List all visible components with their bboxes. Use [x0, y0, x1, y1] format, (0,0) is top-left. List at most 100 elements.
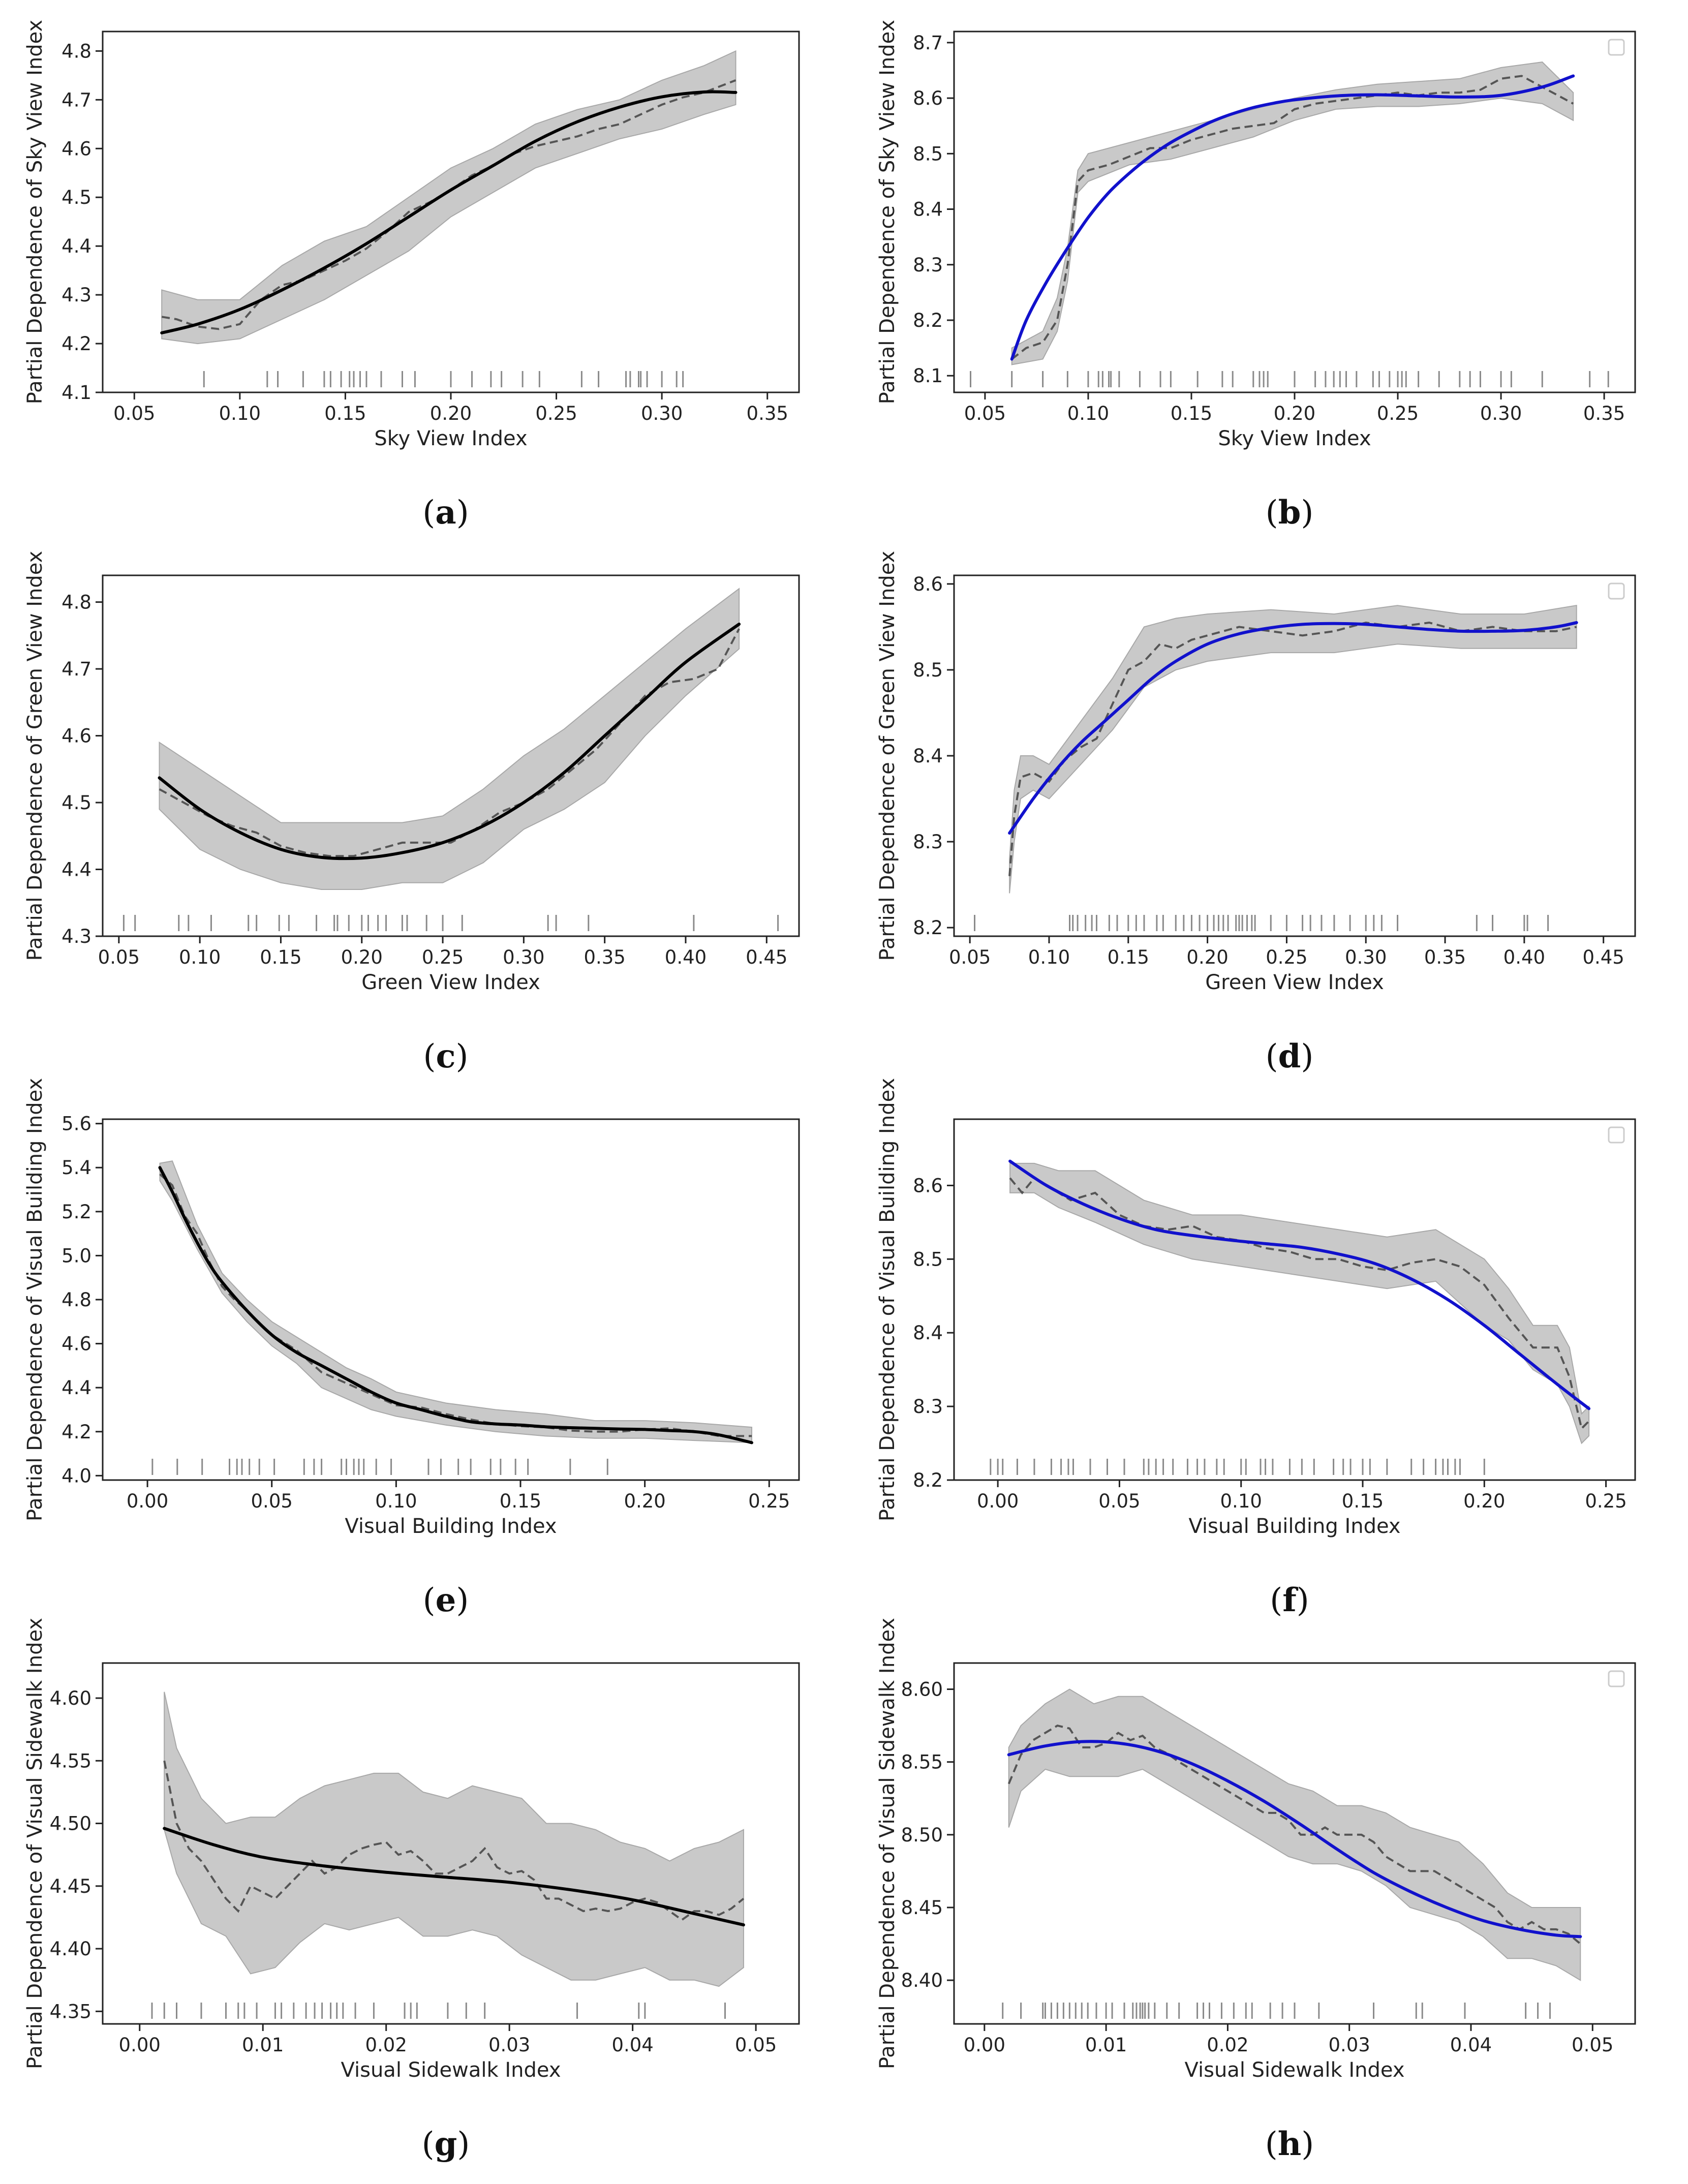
- panel-label: (c): [423, 1037, 469, 1075]
- x-tick-label: 0.10: [219, 403, 261, 424]
- x-tick-label: 0.05: [1572, 2034, 1613, 2056]
- x-tick-label: 0.30: [641, 403, 683, 424]
- chart-panel-b: 0.05 0.10 0.15 0.20 0.25 0.30 0.35 8.1 8.2 8.3 8.4…: [876, 20, 1636, 532]
- x-tick-label: 0.15: [1171, 403, 1212, 424]
- x-tick-label: 0.00: [964, 2034, 1005, 2056]
- x-tick-label: 0.00: [119, 2034, 161, 2056]
- y-tick-label: 5.4: [62, 1157, 91, 1179]
- x-tick-label: 0.05: [251, 1490, 293, 1512]
- x-tick-label: 0.05: [98, 946, 140, 968]
- x-tick-label: 0.45: [746, 946, 787, 968]
- x-axis-label: Visual Building Index: [1188, 1515, 1400, 1538]
- confidence-band: [1009, 1162, 1590, 1444]
- y-tick-label: 4.7: [62, 658, 91, 680]
- plot-area: [160, 50, 738, 345]
- fitted-trend-line: [160, 90, 738, 334]
- panel-label: (h): [1265, 2125, 1314, 2163]
- partial-dependence-line: [1007, 1724, 1581, 1945]
- chart-panel-a: 0.05 0.10 0.15 0.20 0.25 0.30 0.35 4.1 4.2 4.3 4.4…: [23, 20, 800, 532]
- x-axis-label: Visual Sidewalk Index: [341, 2058, 561, 2082]
- x-tick-label: 0.15: [1108, 946, 1149, 968]
- x-tick-label: 0.10: [179, 946, 221, 968]
- x-tick-label: 0.15: [324, 403, 366, 424]
- rug-plot: [990, 1459, 1485, 1475]
- y-tick-label: 8.45: [901, 1897, 943, 1919]
- y-tick-label: 8.3: [913, 254, 943, 276]
- y-tick-label: 4.6: [62, 725, 91, 747]
- confidence-band: [164, 1691, 744, 1987]
- axes-frame: [102, 574, 800, 937]
- partial-dependence-line: [159, 628, 740, 857]
- plot-area: [158, 588, 741, 890]
- plot-area: [158, 1160, 753, 1444]
- y-tick-label: 8.7: [913, 32, 943, 54]
- fitted-trend-line: [1007, 1740, 1582, 1939]
- x-tick-label: 0.05: [735, 2034, 777, 2056]
- y-axis-label: Partial Dependence of Visual Sidewalk In…: [876, 1618, 899, 2069]
- y-tick-label: 4.3: [62, 926, 91, 947]
- y-tick-label: 4.6: [62, 138, 91, 160]
- y-tick-label: 8.4: [913, 1322, 943, 1344]
- fitted-trend-line: [158, 623, 741, 860]
- y-tick-label: 4.2: [62, 1421, 91, 1443]
- y-tick-label: 8.40: [901, 1970, 943, 1991]
- y-axis-label: Partial Dependence of Visual Sidewalk In…: [23, 1618, 47, 2069]
- x-axis-label: Visual Building Index: [345, 1515, 557, 1538]
- y-tick-label: 4.8: [62, 592, 91, 613]
- y-tick-label: 8.2: [913, 1469, 943, 1491]
- partial-dependence-line: [1008, 621, 1577, 876]
- x-tick-label: 0.04: [1450, 2034, 1492, 2056]
- x-tick-label: 0.45: [1582, 946, 1624, 968]
- confidence-band: [1011, 61, 1574, 365]
- rug-plot: [969, 371, 1609, 387]
- x-tick-label: 0.04: [611, 2034, 653, 2056]
- x-tick-label: 0.15: [500, 1490, 541, 1512]
- x-tick-label: 0.25: [1377, 403, 1419, 424]
- x-axis-label: Green View Index: [1205, 971, 1384, 994]
- chart-panel-f: 0.00 0.05 0.10 0.15 0.20 0.25 8.2 8.3 8.4 8.5 8.6 V…: [876, 1078, 1636, 1619]
- y-tick-label: 8.4: [913, 199, 943, 221]
- x-axis-label: Sky View Index: [1218, 427, 1371, 450]
- x-tick-label: 0.20: [1463, 1490, 1505, 1512]
- y-tick-label: 4.4: [62, 859, 91, 881]
- fitted-trend-line: [158, 1166, 753, 1444]
- x-tick-label: 0.10: [375, 1490, 417, 1512]
- confidence-band: [1008, 1688, 1581, 1981]
- axes-frame: [953, 1118, 1636, 1481]
- y-tick-label: 8.55: [901, 1751, 943, 1773]
- partial-dependence-line: [1011, 75, 1574, 360]
- x-tick-label: 0.01: [1085, 2034, 1127, 2056]
- legend-box: [1608, 39, 1625, 56]
- rug-plot: [974, 915, 1549, 931]
- y-tick-label: 4.45: [50, 1875, 91, 1897]
- legend-box: [1608, 582, 1625, 600]
- panel-label: (d): [1266, 1037, 1314, 1075]
- x-tick-label: 0.20: [1274, 403, 1315, 424]
- chart-panel-d: 0.05 0.10 0.15 0.20 0.25 0.30 0.35 0.40 0.45 8.2 8…: [876, 551, 1636, 1075]
- x-tick-label: 0.10: [1067, 403, 1109, 424]
- rug-plot: [122, 915, 779, 931]
- y-tick-label: 4.40: [50, 1938, 91, 1960]
- chart-panel-e: 0.00 0.05 0.10 0.15 0.20 0.25 4.0 4.2 4.4 4.6 4.8 5…: [23, 1078, 800, 1619]
- y-tick-label: 4.35: [50, 2001, 91, 2022]
- y-tick-label: 4.2: [62, 333, 91, 355]
- y-tick-label: 4.55: [50, 1750, 91, 1772]
- x-tick-label: 0.02: [365, 2034, 407, 2056]
- x-tick-label: 0.30: [1480, 403, 1522, 424]
- confidence-band: [159, 588, 740, 890]
- partial-dependence-line: [163, 1760, 745, 1921]
- x-tick-label: 0.01: [242, 2034, 284, 2056]
- y-tick-label: 4.50: [50, 1813, 91, 1835]
- x-tick-label: 0.05: [964, 403, 1006, 424]
- panel-label: (g): [422, 2125, 470, 2163]
- plot-area: [1008, 1159, 1591, 1444]
- axes-frame: [953, 1662, 1636, 2025]
- y-tick-label: 8.60: [901, 1679, 943, 1701]
- x-tick-label: 0.25: [748, 1490, 790, 1512]
- y-tick-label: 8.6: [913, 1175, 943, 1196]
- x-tick-label: 0.20: [341, 946, 383, 968]
- x-tick-label: 0.00: [127, 1490, 168, 1512]
- x-tick-label: 0.10: [1220, 1490, 1262, 1512]
- x-axis-label: Green View Index: [361, 971, 540, 994]
